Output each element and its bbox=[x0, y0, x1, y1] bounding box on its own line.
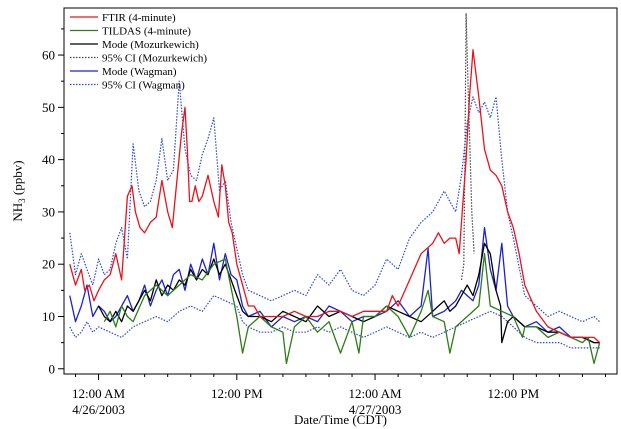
x-tick-label: 12:00 AM bbox=[72, 386, 126, 401]
y-tick-label: 50 bbox=[42, 100, 55, 115]
x-tick-label: 12:00 PM bbox=[487, 386, 539, 401]
y-tick-label: 0 bbox=[49, 361, 56, 376]
x-axis-label: Date/Time (CDT) bbox=[294, 412, 387, 427]
series-layer bbox=[69, 12, 601, 365]
y-tick-label: 20 bbox=[42, 257, 55, 272]
x-tick-date-label: 4/26/2003 bbox=[72, 402, 125, 417]
x-tick-label: 12:00 AM bbox=[349, 386, 403, 401]
y-axis-label-main: NH bbox=[10, 203, 25, 222]
legend-entry: Mode (Mozurkewich) bbox=[102, 39, 199, 51]
y-tick-label: 30 bbox=[42, 204, 55, 219]
series-line-95-ci-wagman bbox=[69, 80, 601, 323]
series-line-ci-lower-wagman bbox=[69, 295, 600, 349]
series-line-mode-wagman bbox=[69, 226, 600, 344]
legend-entry: 95% CI (Wagman) bbox=[102, 80, 185, 92]
y-axis-label: NH3 (ppbv) bbox=[10, 160, 27, 221]
legend-entry: Mode (Wagman) bbox=[102, 66, 177, 78]
x-tick-label: 12:00 PM bbox=[211, 386, 263, 401]
series-line-tildas-4-minute bbox=[103, 253, 601, 365]
legend-entry: 95% CI (Mozurkewich) bbox=[102, 53, 207, 65]
y-axis-label-subscript: 3 bbox=[17, 198, 27, 203]
y-tick-label: 40 bbox=[42, 152, 55, 167]
legend: FTIR (4-minute) TILDAS (4-minute)Mode (Mo… bbox=[70, 12, 207, 92]
y-axis-label-unit: (ppbv) bbox=[10, 160, 25, 198]
y-tick-label: 10 bbox=[42, 309, 55, 324]
y-tick-label: 60 bbox=[42, 48, 55, 63]
x-tick-date-label: 4/27/2003 bbox=[349, 402, 402, 417]
legend-entry: FTIR (4-minute) bbox=[102, 12, 176, 24]
legend-entry: TILDAS (4-minute) bbox=[102, 26, 191, 38]
series-line-ftir-4-minute bbox=[69, 49, 601, 344]
series-line-95-ci-mozurkewich bbox=[460, 12, 475, 280]
series-line-mode-mozurkewich bbox=[98, 242, 600, 344]
plot-frame bbox=[63, 7, 618, 375]
